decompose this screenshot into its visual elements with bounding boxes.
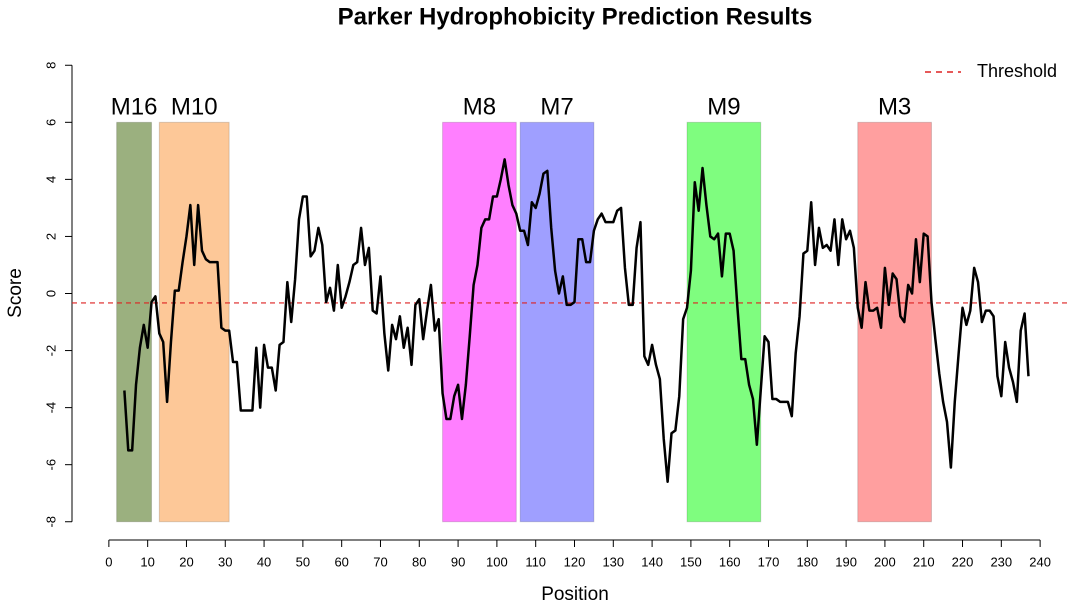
region-label: M8 — [463, 94, 496, 121]
region — [519, 121, 595, 523]
x-tick-label: 100 — [486, 554, 508, 569]
x-tick-label: 160 — [719, 554, 741, 569]
x-tick-label: 170 — [758, 554, 780, 569]
x-tick-label: 90 — [451, 554, 465, 569]
x-tick-label: 130 — [602, 554, 624, 569]
x-tick-label: 210 — [913, 554, 935, 569]
chart-title: Parker Hydrophobicity Prediction Results — [338, 3, 813, 30]
y-tick-label: 8 — [43, 62, 58, 69]
x-tick-label: 220 — [952, 554, 974, 569]
x-tick-label: 110 — [525, 554, 546, 569]
x-tick-label: 240 — [1029, 554, 1051, 569]
y-tick-label: 2 — [43, 233, 58, 240]
x-tick-label: 10 — [140, 554, 154, 569]
region — [686, 121, 762, 523]
x-tick-label: 150 — [680, 554, 702, 569]
region — [442, 121, 517, 523]
x-tick-label: 40 — [257, 554, 271, 569]
y-tick-label: -8 — [43, 516, 58, 528]
y-tick-label: -2 — [43, 345, 58, 357]
x-tick-label: 200 — [874, 554, 896, 569]
region — [158, 121, 230, 523]
x-tick-label: 70 — [373, 554, 387, 569]
region-label: M10 — [171, 94, 218, 121]
score-line — [123, 158, 1030, 484]
x-tick-label: 180 — [796, 554, 818, 569]
y-tick-label: 6 — [43, 119, 58, 126]
region-label: M7 — [540, 94, 573, 121]
x-tick-label: 120 — [564, 554, 586, 569]
region — [116, 121, 153, 523]
x-tick-label: 140 — [641, 554, 663, 569]
region-label: M16 — [111, 94, 158, 121]
y-tick-label: -6 — [43, 459, 58, 471]
x-tick-label: 190 — [835, 554, 857, 569]
x-tick-label: 230 — [990, 554, 1012, 569]
x-tick-label: 50 — [296, 554, 310, 569]
region-label: M3 — [878, 94, 911, 121]
y-tick-label: -4 — [43, 402, 58, 414]
x-tick-label: 60 — [334, 554, 348, 569]
y-axis-label: Score — [5, 268, 26, 318]
legend-label: Threshold — [977, 61, 1057, 81]
x-axis-label: Position — [541, 584, 609, 605]
y-tick-label: 0 — [43, 290, 58, 297]
region — [857, 121, 932, 523]
x-tick-label: 20 — [179, 554, 193, 569]
region-label: M9 — [707, 94, 740, 121]
x-tick-label: 80 — [412, 554, 426, 569]
x-tick-label: 30 — [218, 554, 232, 569]
x-tick-label: 0 — [105, 554, 112, 569]
y-tick-label: 4 — [43, 176, 58, 183]
